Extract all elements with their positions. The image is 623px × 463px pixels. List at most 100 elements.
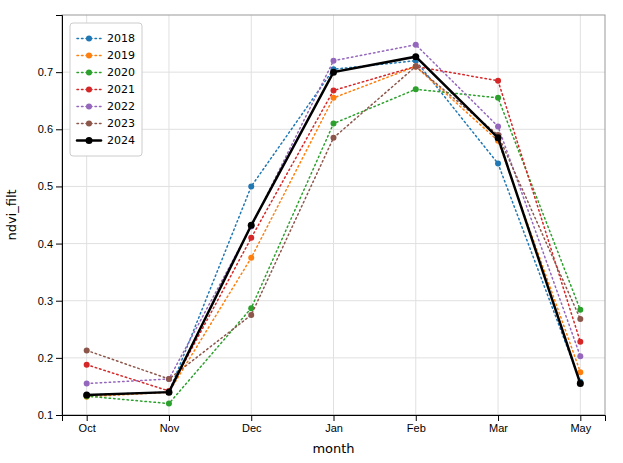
legend-label: 2019 <box>107 49 135 62</box>
point <box>495 95 501 101</box>
y-tick-mark <box>56 244 62 245</box>
point <box>84 362 90 368</box>
y-tick-label: 0.4 <box>38 238 53 250</box>
y-tick-label: 0.5 <box>38 180 53 192</box>
x-tick-mark <box>498 415 499 421</box>
point <box>248 183 254 189</box>
y-tick-mark <box>56 129 62 130</box>
chart: OctNovDecJanFebMarMay0.10.20.30.40.50.60… <box>0 0 623 463</box>
y-axis: 0.1 0.2 0.3 0.4 0.5 0.6 0.7 <box>38 16 63 422</box>
point <box>166 389 172 395</box>
point <box>331 121 337 127</box>
legend-marker <box>86 53 92 59</box>
x-tick: Oct <box>79 415 96 434</box>
point <box>166 401 172 407</box>
legend-label: 2021 <box>107 83 135 96</box>
x-tick-label: Jan <box>325 422 343 434</box>
plot-area: OctNovDecJanFebMarMay0.10.20.30.40.50.60… <box>38 15 606 434</box>
legend-item: 2022 <box>77 100 135 113</box>
series <box>84 42 584 387</box>
series-line <box>87 66 581 379</box>
point <box>166 376 172 382</box>
point <box>495 123 501 129</box>
y-tick: 0.3 <box>38 295 62 307</box>
series-line <box>87 66 581 396</box>
point <box>330 69 337 76</box>
legend-item: 2019 <box>77 49 135 62</box>
x-tick-label: Mar <box>489 422 508 434</box>
y-tick-label: 0.1 <box>38 409 53 421</box>
point <box>166 389 172 395</box>
y-tick: 0.4 <box>38 238 62 250</box>
y-tick: 0.2 <box>38 352 62 364</box>
x-tick: Dec <box>242 415 262 434</box>
grid-line <box>251 15 252 415</box>
y-axis-title: ndvi_filt <box>4 189 19 240</box>
series-line <box>87 61 581 395</box>
point <box>248 312 254 318</box>
y-tick-mark <box>56 72 62 73</box>
x-axis: OctNovDecJanFebMarMay <box>63 415 606 434</box>
x-tick-label: Feb <box>407 422 426 434</box>
point <box>84 392 90 398</box>
series-line <box>87 45 581 384</box>
grid <box>62 15 605 415</box>
legend-marker <box>86 70 92 76</box>
point <box>577 316 583 322</box>
x-tick: Mar <box>489 415 508 434</box>
legend-marker <box>86 137 93 144</box>
series-line <box>87 89 581 403</box>
legend-label: 2018 <box>107 32 135 45</box>
x-tick: Nov <box>160 415 180 434</box>
point <box>495 161 501 167</box>
legend-item: 2024 <box>77 134 135 147</box>
y-tick-label: 0.7 <box>38 66 53 78</box>
point <box>331 135 337 141</box>
series <box>84 63 584 399</box>
y-tick-mark <box>56 186 62 187</box>
y-tick-mark <box>56 358 62 359</box>
y-tick: 0.5 <box>38 180 62 192</box>
legend-item: 2020 <box>77 66 135 79</box>
y-tick: 0.1 <box>38 409 62 421</box>
legend-item: 2021 <box>77 83 135 96</box>
y-axis-line <box>56 16 63 416</box>
x-tick-label: Dec <box>242 422 262 434</box>
y-tick-label: 0.2 <box>38 352 53 364</box>
point <box>248 305 254 311</box>
series <box>83 53 584 398</box>
point <box>577 307 583 313</box>
x-tick-mark <box>416 415 417 421</box>
point <box>84 381 90 387</box>
x-axis-title: month <box>312 441 354 456</box>
series-line <box>87 57 581 395</box>
legend-item: 2018 <box>77 32 135 45</box>
x-tick-mark <box>580 415 581 421</box>
x-tick: Feb <box>407 415 426 434</box>
y-tick-label: 0.3 <box>38 295 53 307</box>
point <box>248 235 254 241</box>
point <box>577 339 583 345</box>
marks <box>83 42 584 407</box>
point <box>413 86 419 92</box>
legend-item: 2023 <box>77 117 135 130</box>
point <box>412 53 419 60</box>
point <box>495 134 502 141</box>
y-tick-mark <box>56 415 62 416</box>
point <box>577 353 583 359</box>
point <box>331 87 337 93</box>
point <box>166 376 172 382</box>
y-tick-mark <box>56 301 62 302</box>
point <box>248 255 254 261</box>
grid-line <box>415 15 416 415</box>
point <box>83 392 90 399</box>
legend-label: 2024 <box>107 134 135 147</box>
y-tick: 0.6 <box>38 123 62 135</box>
point <box>413 42 419 48</box>
point <box>84 347 90 353</box>
point <box>413 63 419 69</box>
x-tick-label: Nov <box>160 422 180 434</box>
point <box>331 58 337 64</box>
point <box>165 389 172 396</box>
plot-frame <box>62 15 605 415</box>
